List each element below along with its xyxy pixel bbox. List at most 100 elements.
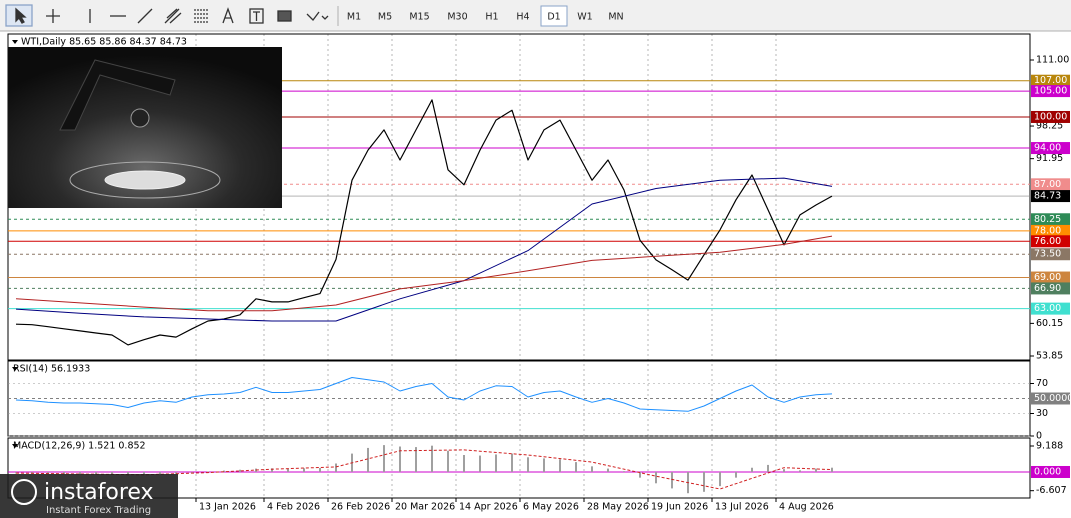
level-label-bg	[1031, 392, 1070, 405]
timeframe-button[interactable]: D1	[547, 12, 560, 23]
histogram-bar	[527, 457, 529, 472]
series-line	[15, 99, 833, 346]
histogram-bar	[479, 455, 481, 472]
panel-menu-arrow	[12, 444, 18, 448]
last-price-bg	[1031, 190, 1070, 203]
pump-silhouette	[59, 59, 176, 131]
timeframe-button[interactable]: M30	[447, 12, 467, 23]
panel-frame	[7, 437, 1031, 499]
x-tick-label: 13 Jan 2026	[199, 502, 256, 513]
y-tick-label: 30	[1036, 408, 1048, 419]
timeframe-button[interactable]: M1	[347, 12, 361, 23]
histogram-bar	[767, 464, 769, 472]
timeframe-button[interactable]: H1	[485, 12, 498, 23]
fibo-icon[interactable]	[194, 9, 208, 23]
histogram-bar	[655, 471, 657, 484]
level-label-bg	[1031, 235, 1070, 248]
histogram-bar	[703, 471, 705, 492]
shape-icon[interactable]	[277, 10, 292, 22]
ripple-inner	[104, 170, 186, 190]
histogram-bar	[175, 471, 177, 474]
crosshair-icon[interactable]	[46, 9, 60, 23]
histogram-bar	[735, 471, 737, 478]
text-icon[interactable]	[222, 7, 234, 24]
histogram-bar	[799, 470, 801, 472]
histogram-bar	[287, 468, 289, 472]
histogram-bar	[623, 471, 625, 472]
histogram-bar	[783, 469, 785, 472]
level-label: 63.00	[1034, 303, 1061, 314]
histogram-bar	[223, 470, 225, 472]
panel-title: MACD(12,26,9) 1.521 0.852	[13, 441, 146, 452]
level-label: 73.50	[1034, 249, 1061, 260]
level-label-bg	[1031, 142, 1070, 155]
x-tick-label: 13 Jul 2026	[715, 502, 769, 513]
level-label: 78.00	[1034, 225, 1061, 236]
channel-icon[interactable]	[164, 8, 182, 24]
timeframe-button[interactable]: M5	[378, 12, 392, 23]
y-tick-label: 60.15	[1036, 318, 1063, 329]
oil-drop	[130, 108, 150, 128]
y-tick-label: 70	[1036, 378, 1048, 389]
histogram-bar	[143, 471, 145, 475]
label-icon[interactable]	[249, 8, 264, 24]
logo-brand: instaforex	[44, 480, 154, 505]
series-line	[15, 377, 833, 412]
trendline-icon[interactable]	[137, 8, 153, 24]
tool-icons[interactable]	[5, 4, 329, 27]
histogram-bar	[367, 447, 369, 472]
y-tick-label: 9.188	[1036, 440, 1063, 451]
label-t-icon[interactable]	[253, 11, 260, 21]
panel-title: RSI(14) 56.1933	[13, 364, 90, 375]
x-tick-label: 28 May 2026	[587, 502, 649, 513]
timeframe-button[interactable]: H4	[516, 12, 529, 23]
timeframe-button[interactable]: MN	[608, 12, 623, 23]
oil-photo-art	[59, 59, 221, 199]
level-label-bg	[1031, 85, 1070, 98]
level-label-bg	[1031, 224, 1070, 237]
y-tick-label: 0	[1036, 431, 1042, 442]
ripple	[69, 161, 221, 199]
level-label-bg	[1031, 282, 1070, 295]
histogram-bar	[95, 471, 97, 475]
histogram-bar	[47, 471, 49, 474]
level-label: 87.00	[1034, 179, 1061, 190]
logo-mark	[11, 479, 37, 505]
level-label-bg	[1031, 271, 1070, 284]
timeframe-selected[interactable]	[540, 5, 568, 27]
series-line	[15, 177, 833, 322]
histogram-bar	[111, 471, 113, 475]
histogram-bar	[751, 467, 753, 472]
histogram-bar	[607, 468, 609, 472]
level-label: 0.000	[1034, 466, 1061, 477]
timeframe-button[interactable]: M15	[409, 12, 429, 23]
histogram-bar	[559, 459, 561, 472]
histogram-bar	[239, 469, 241, 472]
y-tick-label: -6.607	[1036, 485, 1067, 496]
level-label: 80.25	[1034, 214, 1061, 225]
level-label-bg	[1031, 178, 1070, 191]
level-label-bg	[1031, 213, 1070, 226]
panel-title: WTI,Daily 85.65 85.86 84.37 84.73	[21, 37, 187, 48]
y-tick-label: 91.95	[1036, 153, 1063, 164]
histogram-bar	[127, 471, 129, 476]
x-tick-label: 4 Aug 2026	[779, 502, 834, 513]
panel-menu-arrow	[12, 367, 18, 371]
histogram-bar	[575, 462, 577, 472]
histogram-bar	[303, 468, 305, 472]
x-tick-label: 6 May 2026	[523, 502, 579, 513]
histogram-bar	[447, 450, 449, 472]
histogram-bar	[159, 471, 161, 474]
toolbar	[0, 0, 1071, 31]
level-label: 69.00	[1034, 272, 1061, 283]
arrows-icon[interactable]	[306, 11, 329, 21]
histogram-bar	[79, 471, 81, 475]
timeframe-button[interactable]: W1	[577, 12, 592, 23]
histogram-bar	[431, 445, 433, 472]
histogram-bar	[319, 468, 321, 472]
cursor-icon[interactable]	[15, 7, 27, 24]
level-label: 107.00	[1034, 75, 1067, 86]
histogram-bar	[15, 471, 17, 474]
